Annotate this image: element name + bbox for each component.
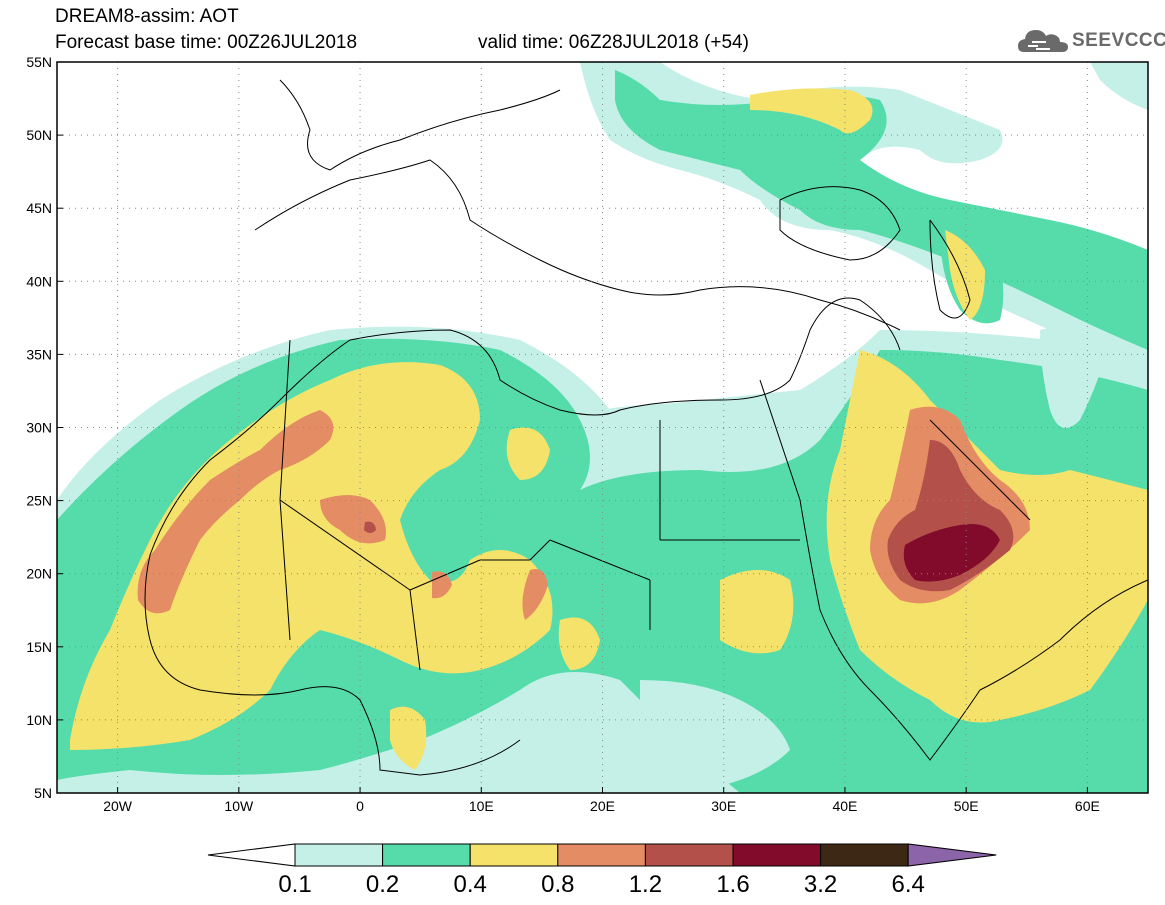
seevccc-logo: SEEVCCC bbox=[1016, 24, 1165, 58]
lon-label: 10W bbox=[224, 798, 254, 814]
aot-fill-layer bbox=[57, 62, 1148, 793]
cloud-icon bbox=[1018, 30, 1068, 52]
lat-label: 35N bbox=[26, 346, 52, 362]
lat-label: 25N bbox=[26, 493, 52, 509]
colorbar-label: 6.4 bbox=[892, 871, 925, 898]
colorbar-segment bbox=[557, 843, 646, 867]
lon-label: 40E bbox=[832, 798, 857, 814]
colorbar-segment bbox=[469, 843, 559, 867]
colorbar-label: 0.4 bbox=[454, 871, 487, 898]
colorbar-high-arrow bbox=[907, 843, 997, 867]
lon-label: 10E bbox=[469, 798, 494, 814]
lat-label: 50N bbox=[26, 127, 52, 143]
colorbar-segment bbox=[382, 843, 471, 867]
lat-label: 55N bbox=[26, 54, 52, 70]
colorbar-label: 0.2 bbox=[366, 871, 399, 898]
colorbar-label: 1.6 bbox=[716, 871, 749, 898]
colorbar-label: 1.2 bbox=[629, 871, 662, 898]
colorbar-segment bbox=[732, 843, 822, 867]
lat-label: 10N bbox=[26, 712, 52, 728]
colorbar-low-arrow bbox=[207, 843, 296, 867]
logo-text: SEEVCCC bbox=[1072, 30, 1165, 51]
lat-label: 15N bbox=[26, 639, 52, 655]
lon-label: 20E bbox=[590, 798, 615, 814]
colorbar-segment bbox=[820, 843, 909, 867]
colorbar-segment bbox=[644, 843, 734, 867]
colorbar: 0.1 0.2 0.4 0.8 1.2 1.6 3.2 6.4 bbox=[207, 843, 997, 898]
aot-contour-1.6 bbox=[903, 524, 1000, 582]
longitude-labels: 20W 10W 0 10E 20E 30E 40E 50E 60E bbox=[103, 787, 1100, 814]
forecast-base-time: Forecast base time: 00Z26JUL2018 bbox=[55, 32, 358, 53]
aot-contour-0.1-patch bbox=[600, 326, 1110, 790]
lat-label: 40N bbox=[26, 273, 52, 289]
coastlines bbox=[144, 79, 1148, 776]
lat-label: 20N bbox=[26, 566, 52, 582]
lon-label: 0 bbox=[356, 798, 364, 814]
valid-time: valid time: 06Z28JUL2018 (+54) bbox=[478, 32, 749, 53]
lon-label: 50E bbox=[954, 798, 979, 814]
lon-label: 60E bbox=[1075, 798, 1100, 814]
lat-label: 5N bbox=[34, 785, 52, 801]
lon-label: 30E bbox=[711, 798, 736, 814]
colorbar-segment bbox=[294, 843, 384, 867]
colorbar-label: 3.2 bbox=[804, 871, 837, 898]
lat-label: 45N bbox=[26, 200, 52, 216]
lat-label: 30N bbox=[26, 420, 52, 436]
map-title: DREAM8-assim: AOT bbox=[55, 6, 239, 27]
latitude-labels: 55N 50N 45N 40N 35N 30N 25N 20N 15N 10N 5N bbox=[26, 54, 63, 801]
colorbar-label: 0.1 bbox=[278, 871, 311, 898]
colorbar-label: 0.8 bbox=[541, 871, 574, 898]
lon-label: 20W bbox=[103, 798, 133, 814]
